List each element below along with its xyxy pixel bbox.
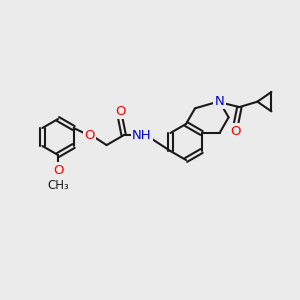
Text: O: O [230, 124, 241, 138]
Text: O: O [115, 105, 125, 118]
Text: O: O [53, 164, 63, 177]
Text: O: O [84, 129, 95, 142]
Text: NH: NH [132, 129, 152, 142]
Text: N: N [215, 95, 224, 108]
Text: CH₃: CH₃ [47, 179, 69, 192]
